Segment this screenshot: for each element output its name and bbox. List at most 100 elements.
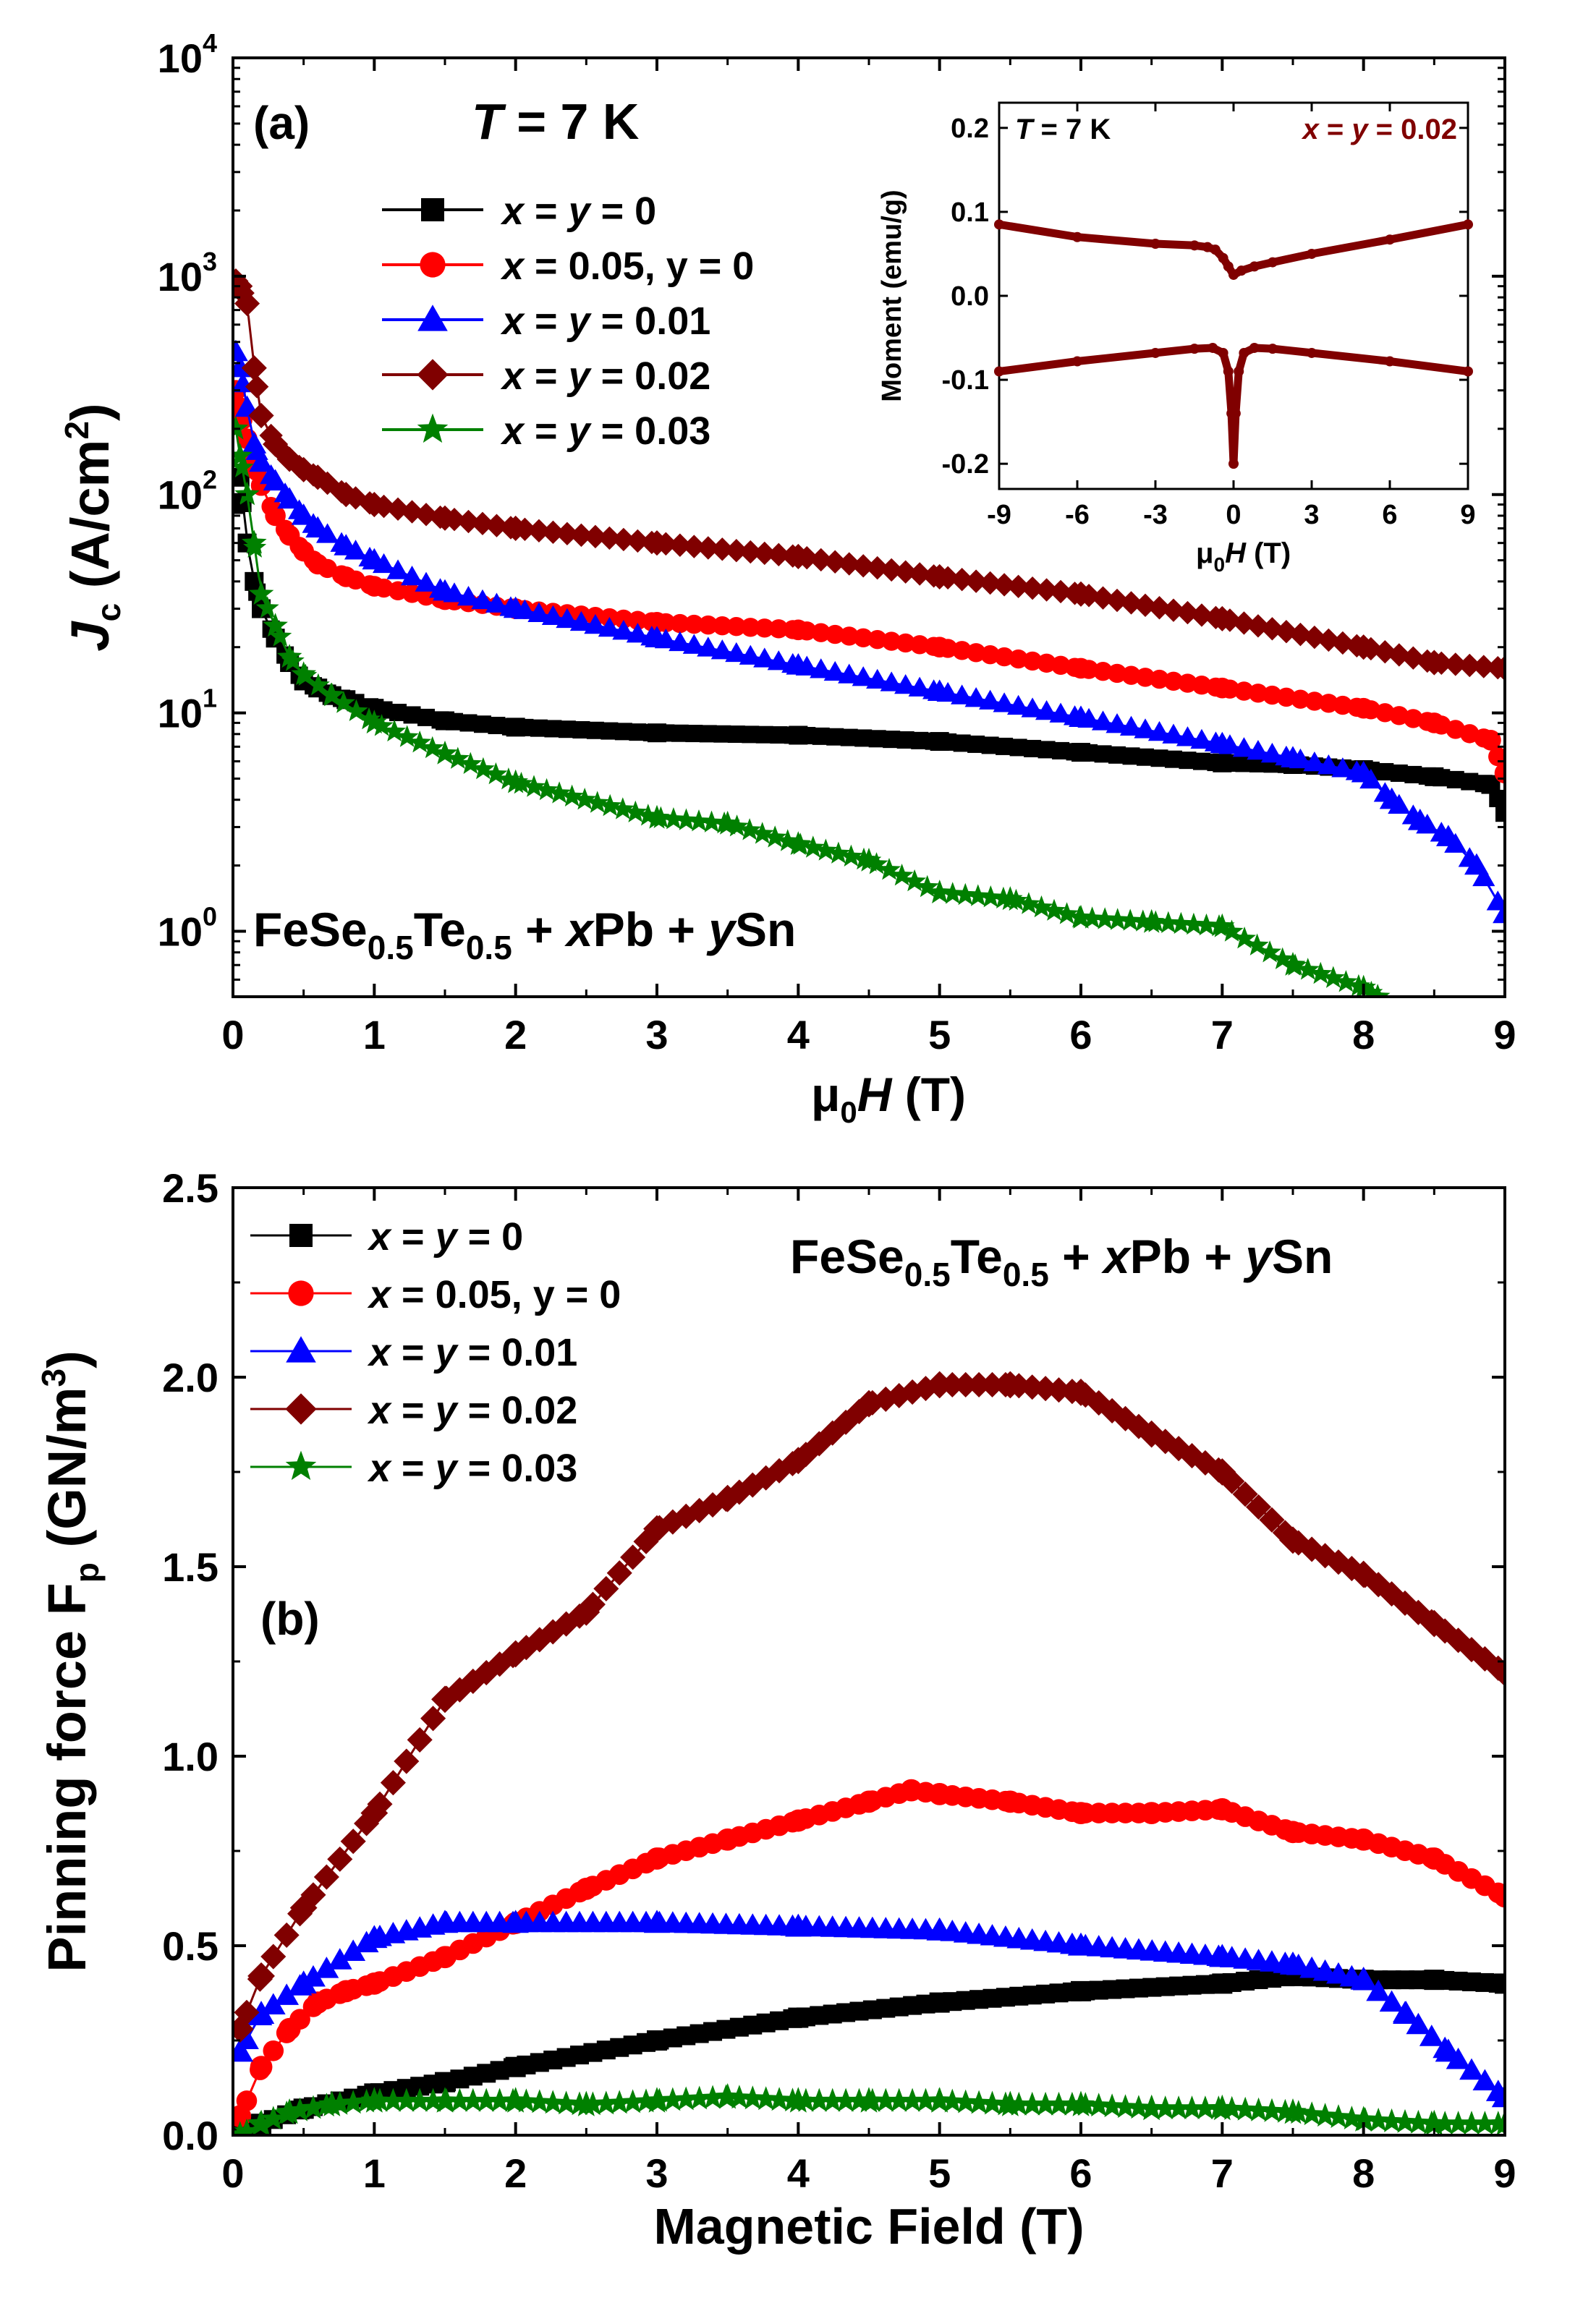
marker [341,1939,366,1961]
marker [1220,679,1240,699]
marker [878,858,901,880]
marker [273,1922,300,1948]
marker [535,778,559,801]
marker [1388,793,1411,814]
marker [460,2087,486,2112]
marker [287,2097,313,2121]
marker [752,541,776,566]
marker [1319,694,1338,713]
marker [1286,1530,1312,1556]
marker [839,844,863,867]
marker [1176,600,1200,625]
marker [979,689,1002,710]
marker [1433,2036,1458,2059]
marker [1401,804,1425,825]
data-point [1307,248,1317,259]
marker [1325,1549,1351,1575]
marker [1161,598,1186,622]
data-point [1239,347,1249,358]
x-tick-label: 3 [645,1012,668,1057]
marker [1486,890,1505,911]
marker [1232,737,1256,757]
marker [740,2085,765,2110]
marker [1488,1973,1505,1993]
x-tick-label: 6 [1069,1012,1092,1057]
marker [1273,2098,1298,2123]
marker [1443,652,1467,676]
marker [951,684,974,705]
marker [922,564,946,588]
marker [1245,933,1269,955]
marker [839,626,859,646]
marker [766,2087,792,2111]
marker [555,522,580,546]
marker [611,797,635,820]
marker [612,620,635,640]
marker [407,1727,433,1753]
marker [1260,617,1284,641]
marker [1286,2100,1312,2124]
marker [1472,655,1495,678]
y-tick-label: 1.5 [162,1544,218,1590]
legend-marker [285,1450,317,1481]
marker [1373,782,1396,802]
plot-frame [232,1186,1506,2137]
marker [560,784,584,806]
marker [866,668,889,689]
marker [470,511,495,536]
marker [1419,2110,1445,2134]
marker [1099,2093,1125,2118]
marker [725,814,749,837]
data-point [1223,261,1234,272]
marker [522,775,546,797]
marker [846,2087,872,2112]
marker [1312,2103,1338,2127]
marker [233,455,254,477]
composition-label: FeSe0.5Te0.5 + xPb + ySn [253,903,796,966]
marker [654,532,678,556]
marker [260,1993,286,2015]
marker [1302,625,1327,650]
marker [1458,847,1481,867]
marker [823,660,846,681]
marker [781,652,805,673]
data-point [1268,257,1278,268]
marker [894,560,917,584]
legend-marker [285,1393,317,1425]
marker [420,1706,446,1732]
marker [890,864,914,886]
marker [868,730,886,748]
marker [993,2091,1019,2116]
marker [633,1528,659,1554]
legend-marker [286,1336,316,1363]
marker [979,885,1003,908]
marker [1379,1990,1404,2012]
marker [1063,582,1087,605]
legend-item-x-y-0-03: x = y = 0.03 [250,1447,577,1490]
marker [801,835,825,858]
marker [541,605,565,626]
marker [234,2118,260,2135]
data-point [994,366,1004,377]
marker [865,556,889,580]
legend-b: x = y = 0 x = 0.05, y = 0 x = y = 0.01 x = … [250,1215,621,1490]
data-point [1228,459,1239,469]
legend-label: x = 0.05, y = 0 [500,244,754,288]
marker [1415,649,1440,673]
marker [1275,745,1298,766]
marker [386,559,409,579]
marker [442,507,467,532]
marker [633,2088,659,2113]
marker [899,2087,925,2112]
marker [1204,731,1228,752]
marker [1339,2106,1365,2129]
marker [287,1901,313,1927]
data-point [233,415,249,440]
marker [926,1372,952,1398]
data-point [1463,219,1473,230]
marker [1219,1468,1245,1494]
marker [753,647,776,668]
marker [1068,905,1092,928]
inset-y-tick-label: 0.0 [951,281,989,312]
marker [340,1829,366,1855]
